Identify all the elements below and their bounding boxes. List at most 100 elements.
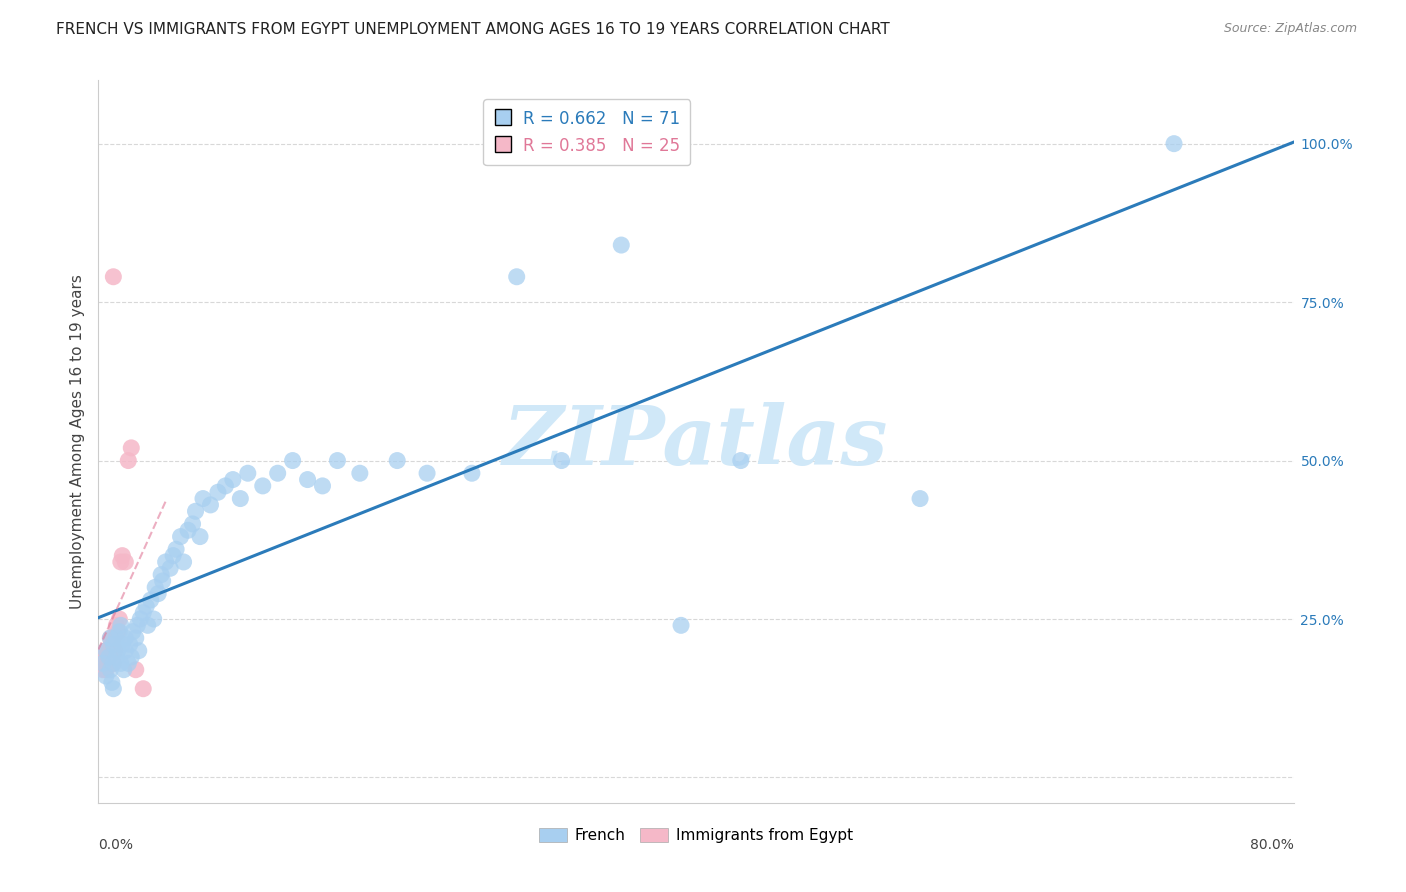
Point [550, 453, 572, 467]
Point [267, 467, 290, 481]
Point [236, 467, 259, 481]
Point [125, 663, 148, 677]
Point [461, 467, 484, 481]
Point [252, 479, 274, 493]
Point [1163, 136, 1185, 151]
Point [135, 599, 157, 614]
Y-axis label: Unemployment Among Ages 16 to 19 years: Unemployment Among Ages 16 to 19 years [69, 274, 84, 609]
Point [222, 473, 245, 487]
Point [173, 555, 195, 569]
Point [326, 453, 349, 467]
Point [98, 650, 122, 665]
Point [117, 657, 139, 671]
Point [349, 467, 371, 481]
Point [104, 643, 127, 657]
Point [105, 618, 128, 632]
Point [105, 631, 128, 645]
Point [127, 618, 149, 632]
Point [110, 618, 132, 632]
Point [148, 587, 170, 601]
Point [229, 491, 252, 506]
Point [107, 643, 129, 657]
Point [155, 555, 177, 569]
Point [184, 504, 207, 518]
Point [908, 491, 931, 506]
Point [110, 657, 132, 671]
Point [281, 453, 304, 467]
Point [214, 479, 236, 493]
Point [152, 574, 174, 588]
Point [114, 555, 136, 569]
Point [114, 643, 136, 657]
Point [142, 612, 165, 626]
Point [97, 650, 120, 665]
Point [125, 631, 148, 645]
Point [96, 657, 118, 671]
Point [94, 669, 117, 683]
Point [101, 637, 124, 651]
Text: 80.0%: 80.0% [1250, 838, 1294, 852]
Point [103, 657, 125, 671]
Point [128, 643, 150, 657]
Point [311, 479, 333, 493]
Point [112, 663, 135, 677]
Point [207, 485, 229, 500]
Point [94, 643, 117, 657]
Point [117, 453, 139, 467]
Point [169, 530, 191, 544]
Point [97, 650, 120, 665]
Point [111, 637, 134, 651]
Point [103, 637, 125, 651]
Point [98, 631, 122, 645]
Point [118, 637, 141, 651]
Point [93, 650, 115, 665]
Text: ZIPatlas: ZIPatlas [503, 401, 889, 482]
Point [101, 643, 124, 657]
Point [91, 663, 114, 677]
Point [669, 618, 692, 632]
Legend: French, Immigrants from Egypt: French, Immigrants from Egypt [533, 822, 859, 849]
Point [103, 269, 125, 284]
Point [162, 549, 184, 563]
Point [416, 467, 439, 481]
Point [114, 631, 136, 645]
Point [506, 269, 529, 284]
Point [610, 238, 633, 252]
Point [97, 643, 120, 657]
Point [103, 631, 125, 645]
Point [730, 453, 752, 467]
Text: Source: ZipAtlas.com: Source: ZipAtlas.com [1223, 22, 1357, 36]
Point [120, 441, 142, 455]
Text: 0.0%: 0.0% [98, 838, 134, 852]
Point [297, 473, 319, 487]
Point [105, 650, 128, 665]
Point [181, 516, 204, 531]
Point [103, 657, 125, 671]
Point [103, 681, 125, 696]
Point [91, 657, 114, 671]
Point [139, 593, 162, 607]
Point [120, 650, 142, 665]
Point [111, 549, 134, 563]
Point [129, 612, 152, 626]
Point [94, 643, 117, 657]
Point [188, 530, 211, 544]
Point [191, 491, 214, 506]
Point [107, 624, 129, 639]
Point [165, 542, 187, 557]
Point [132, 681, 155, 696]
Point [108, 612, 131, 626]
Point [200, 498, 222, 512]
Point [101, 675, 124, 690]
Point [177, 523, 200, 537]
Point [108, 624, 131, 639]
Point [110, 555, 132, 569]
Point [136, 618, 159, 632]
Point [94, 663, 117, 677]
Point [98, 631, 122, 645]
Point [143, 580, 166, 594]
Text: FRENCH VS IMMIGRANTS FROM EGYPT UNEMPLOYMENT AMONG AGES 16 TO 19 YEARS CORRELATI: FRENCH VS IMMIGRANTS FROM EGYPT UNEMPLOY… [56, 22, 890, 37]
Point [150, 567, 173, 582]
Point [121, 624, 143, 639]
Point [98, 663, 122, 677]
